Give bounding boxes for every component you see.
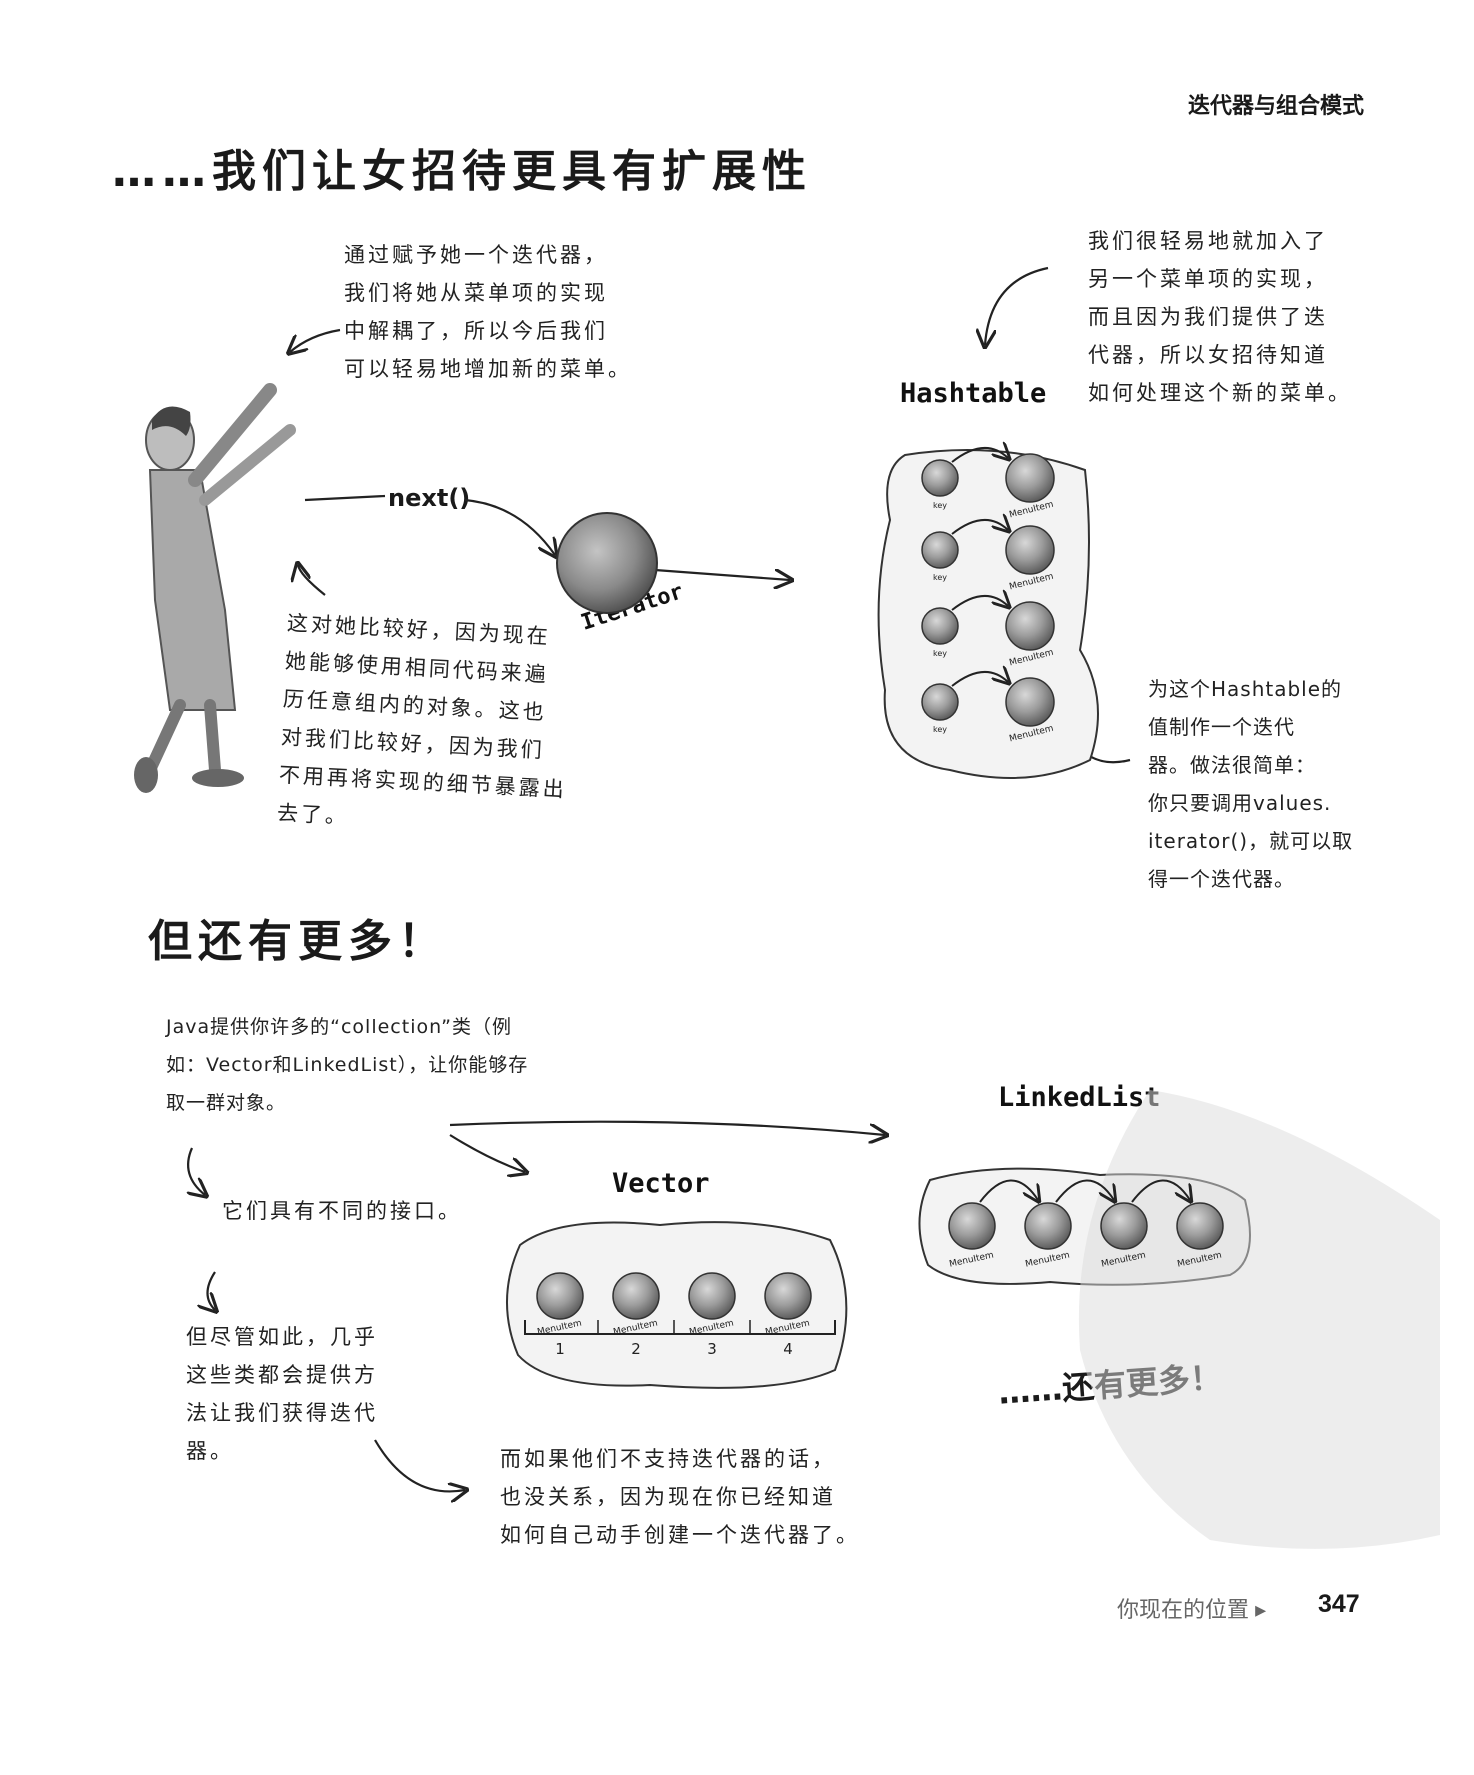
waitress-leg	[204, 699, 221, 776]
note-line: 我们将她从菜单项的实现	[344, 281, 608, 305]
menuitem-ball	[1005, 453, 1055, 503]
note-line: Java提供你许多的“collection”类（例	[166, 1016, 512, 1038]
note-line: 值制作一个迭代	[1148, 715, 1295, 739]
arrow-next	[464, 498, 555, 555]
note-line: 而且因为我们提供了迭	[1088, 305, 1328, 329]
note-line: 可以轻易地增加新的菜单。	[344, 357, 632, 381]
vector-container	[506, 1221, 848, 1389]
waitress-hair	[152, 406, 191, 436]
note-line: 你只要调用values.	[1148, 791, 1332, 815]
vector-label: Vector	[612, 1168, 710, 1199]
vector-menuitem-ball	[536, 1272, 584, 1320]
section-header: 迭代器与组合模式	[1188, 93, 1365, 118]
note-line: 另一个菜单项的实现，	[1088, 267, 1328, 291]
note-java: Java提供你许多的“collection”类（例 如：Vector和Linke…	[166, 1008, 528, 1122]
arrow-to-linkedlist	[449, 1120, 885, 1135]
key-label: key	[933, 649, 947, 658]
menuitem-ball	[1005, 525, 1055, 575]
key-value-arrow	[951, 596, 1008, 611]
key-ball	[921, 531, 959, 569]
note-line: 我们很轻易地就加入了	[1088, 229, 1328, 253]
watermark-stamp	[1078, 1090, 1440, 1549]
arrow-diy	[374, 1439, 465, 1491]
linkedlist-menuitem-ball	[948, 1202, 996, 1250]
key-value-arrow	[951, 672, 1008, 687]
note-line: 取一群对象。	[166, 1092, 287, 1114]
key-label: key	[933, 501, 947, 510]
vector-index: 3	[707, 1340, 717, 1358]
key-label: key	[933, 573, 947, 582]
menuitem-ball	[1005, 601, 1055, 651]
waitress-leg	[144, 699, 186, 776]
note-interfaces: 它们具有不同的接口。	[222, 1199, 462, 1223]
vector-index-bar	[524, 1320, 836, 1335]
hashtable-container	[877, 449, 1099, 779]
arrow-next-line	[304, 494, 386, 502]
menuitem-ball	[1005, 677, 1055, 727]
note-line: 如何自己动手创建一个迭代器了。	[500, 1523, 860, 1547]
waitress-figure	[134, 383, 296, 793]
note-line: iterator()，就可以取	[1148, 829, 1354, 853]
key-ball	[921, 459, 959, 497]
vector-index: 1	[555, 1340, 565, 1358]
linkedlist-menuitem-ball	[1176, 1202, 1224, 1250]
arrow-most	[208, 1271, 216, 1310]
note-line: 得一个迭代器。	[1148, 867, 1295, 891]
hashtable-label: Hashtable	[900, 378, 1047, 409]
footer-location: 你现在的位置 ▸	[1117, 1597, 1267, 1622]
arrow-good	[298, 565, 326, 596]
linkedlist-link-arrow	[1131, 1179, 1190, 1202]
note-line: 代器，所以女招待知道	[1088, 343, 1328, 367]
vector-menuitem-ball	[612, 1272, 660, 1320]
linkedlist-menuitem-ball	[1024, 1202, 1072, 1250]
waitress-apron	[148, 469, 237, 711]
note-decouple: 通过赋予她一个迭代器， 我们将她从菜单项的实现 中解耦了，所以今后我们 可以轻易…	[344, 236, 632, 388]
vector-index: 2	[631, 1340, 641, 1358]
note-line: 这些类都会提供方	[186, 1363, 378, 1387]
next-label: next()	[388, 484, 471, 512]
arrow-to-vector	[449, 1134, 525, 1172]
note-line: 通过赋予她一个迭代器，	[344, 243, 608, 267]
key-ball	[921, 607, 959, 645]
vector-menuitem-ball	[688, 1272, 736, 1320]
note-line: 为这个Hashtable的	[1148, 677, 1343, 701]
note-most: 但尽管如此，几乎 这些类都会提供方 法让我们获得迭代 器。	[186, 1318, 378, 1470]
arrow-interfaces	[188, 1147, 205, 1195]
key-value-arrow	[951, 520, 1008, 535]
note-line: 但尽管如此，几乎	[186, 1325, 378, 1349]
note-diy: 而如果他们不支持迭代器的话， 也没关系，因为现在你已经知道 如何自己动手创建一个…	[500, 1440, 860, 1554]
linkedlist-menuitem-ball	[1100, 1202, 1148, 1250]
note-line: 中解耦了，所以今后我们	[344, 319, 608, 343]
vector-index: 4	[783, 1340, 793, 1358]
waitress-shoe	[134, 757, 158, 793]
note-line: 法让我们获得迭代	[186, 1401, 378, 1425]
page-title: ……我们让女招待更具有扩展性	[112, 146, 812, 197]
key-value-arrow	[951, 448, 1008, 463]
page-number: 347	[1318, 1590, 1360, 1618]
note-line: 器。	[186, 1439, 234, 1463]
waitress-arm-up	[188, 383, 277, 487]
note-line: 如何处理这个新的菜单。	[1088, 381, 1352, 405]
arrow-hashtable-added	[985, 266, 1049, 345]
linkedlist-label: LinkedList	[998, 1082, 1161, 1113]
iterator-ball	[556, 512, 658, 614]
key-label: key	[933, 725, 947, 734]
linkedlist-link-arrow	[1055, 1179, 1114, 1202]
note-line: 如：Vector和LinkedList），让你能够存	[166, 1054, 529, 1076]
note-values: 为这个Hashtable的 值制作一个迭代 器。做法很简单： 你只要调用valu…	[1148, 670, 1353, 898]
waitress-shoe	[192, 769, 244, 787]
linkedlist-link-arrow	[979, 1179, 1038, 1202]
note-hashtable-add: 我们很轻易地就加入了 另一个菜单项的实现， 而且因为我们提供了迭 代器，所以女招…	[1088, 222, 1352, 412]
note-line: 而如果他们不支持迭代器的话，	[500, 1447, 836, 1471]
waitress-arm	[199, 424, 296, 506]
arrow-to-hashtable	[654, 568, 790, 580]
key-ball	[921, 683, 959, 721]
arrow-decouple	[290, 328, 341, 352]
note-line: 也没关系，因为现在你已经知道	[500, 1485, 836, 1509]
section-title-more: 但还有更多！	[148, 916, 448, 967]
vector-menuitem-ball	[764, 1272, 812, 1320]
note-line: 器。做法很简单：	[1148, 753, 1316, 777]
